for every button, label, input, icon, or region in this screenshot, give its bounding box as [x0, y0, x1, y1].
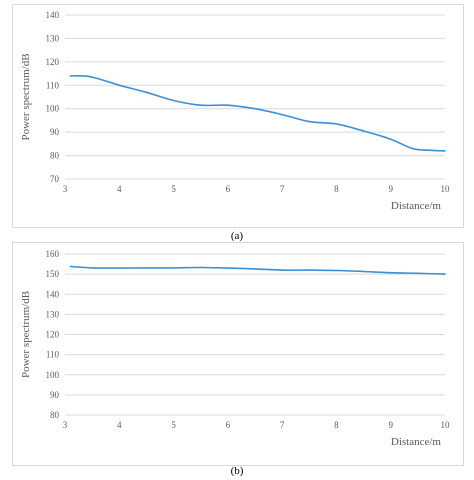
series-line-0: [69, 75, 446, 152]
chart-panel-a: 70 80 90 100 110 120 130 140 3 4 5 6 7 8 9 10 Power spec…: [12, 4, 464, 228]
y-tick-label: 90: [50, 127, 60, 137]
y-tick-label: 120: [46, 330, 60, 340]
chart-panel-b: 80 90 100 110 120 130 140 150 160 3 4 5 6 7 8 9 10 Power …: [12, 242, 464, 466]
y-tick-label: 80: [50, 410, 60, 420]
y-tick-label: 100: [46, 104, 60, 114]
y-axis-title: Power spectrum/dB: [20, 291, 32, 378]
y-tick-label: 140: [46, 289, 60, 299]
y-tick-label: 100: [46, 370, 60, 380]
x-tick-label: 5: [171, 184, 176, 194]
x-tick-label: 8: [334, 420, 339, 430]
y-axis-title: Power spectrum/dB: [20, 53, 32, 140]
x-tick-label: 10: [441, 420, 451, 430]
y-tick-label: 120: [46, 57, 60, 67]
x-tick-label: 3: [63, 420, 68, 430]
y-tick-label: 140: [46, 10, 60, 20]
x-tick-label: 6: [226, 184, 231, 194]
x-tick-label: 7: [280, 420, 285, 430]
x-axis-title: Distance/m: [391, 200, 442, 212]
y-tick-label: 110: [46, 350, 60, 360]
chart-b-caption: (b): [230, 465, 244, 477]
y-tick-label: 130: [46, 309, 60, 319]
chart-a-svg: 70 80 90 100 110 120 130 140 3 4 5 6 7 8 9 10 Power spec…: [20, 10, 451, 212]
series-line-0: [69, 265, 446, 275]
y-tick-label: 70: [50, 174, 60, 184]
x-tick-label: 7: [280, 184, 285, 194]
x-tick-label: 9: [388, 420, 393, 430]
x-tick-label: 9: [388, 184, 393, 194]
y-tick-label: 160: [46, 249, 60, 259]
x-tick-label: 3: [63, 184, 68, 194]
y-tick-label: 150: [46, 269, 60, 279]
x-tick-label: 8: [334, 184, 339, 194]
y-tick-label: 130: [46, 33, 60, 43]
x-axis-title: Distance/m: [391, 436, 442, 448]
y-tick-label: 90: [50, 390, 60, 400]
y-tick-label: 80: [50, 151, 60, 161]
x-tick-label: 10: [441, 184, 451, 194]
x-tick-label: 5: [171, 420, 176, 430]
chart-a-caption: (a): [230, 230, 244, 242]
x-tick-label: 6: [226, 420, 231, 430]
x-tick-label: 4: [117, 184, 122, 194]
chart-b-svg: 80 90 100 110 120 130 140 150 160 3 4 5 6 7 8 9 10 Power …: [20, 249, 451, 448]
x-tick-label: 4: [117, 420, 122, 430]
y-tick-label: 110: [46, 80, 60, 90]
